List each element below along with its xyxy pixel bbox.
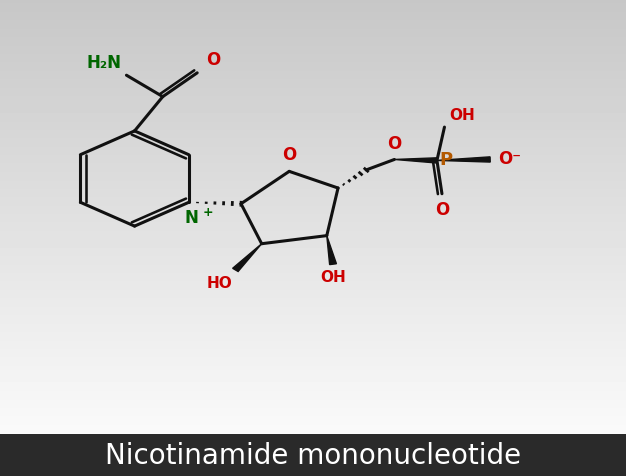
Polygon shape bbox=[394, 158, 437, 163]
Text: O: O bbox=[207, 51, 221, 69]
Text: OH: OH bbox=[449, 108, 475, 123]
Polygon shape bbox=[233, 244, 262, 271]
Bar bbox=[0, 434, 626, 476]
Text: O: O bbox=[282, 146, 296, 164]
Text: N: N bbox=[185, 209, 199, 228]
Polygon shape bbox=[437, 157, 490, 162]
Text: P: P bbox=[439, 151, 453, 169]
Text: O: O bbox=[435, 201, 449, 219]
Polygon shape bbox=[327, 236, 336, 265]
Text: HO: HO bbox=[207, 276, 232, 291]
Text: OH: OH bbox=[320, 270, 346, 285]
Text: O⁻: O⁻ bbox=[498, 150, 521, 169]
Text: H₂N: H₂N bbox=[86, 54, 121, 72]
Text: +: + bbox=[202, 206, 213, 219]
Text: Nicotinamide mononucleotide: Nicotinamide mononucleotide bbox=[105, 442, 521, 470]
Text: O: O bbox=[387, 135, 401, 153]
